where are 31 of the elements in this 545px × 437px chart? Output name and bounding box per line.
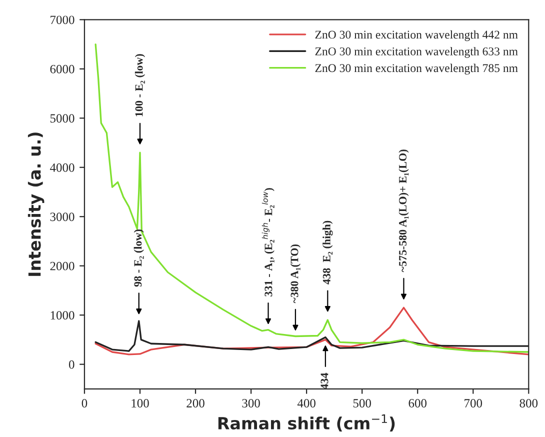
y-tick-label: 0	[68, 360, 74, 369]
annotation: 98 - E₂ (low)	[134, 230, 144, 287]
x-tick-label: 0	[82, 399, 88, 408]
legend-label: ZnO 30 min excitation wavelength 442 nm	[315, 30, 518, 42]
legend-label: ZnO 30 min excitation wavelength 633 nm	[315, 47, 518, 58]
x-tick-label: 500	[353, 399, 371, 408]
y-tick-label: 4000	[50, 163, 74, 172]
y-tick-label: 1000	[50, 311, 74, 320]
annotation: 438 E₂ (high)	[322, 220, 333, 284]
annotation: ~575-580 A₁(LO)+ E₁(LO)	[398, 150, 409, 272]
line-series	[94, 306, 529, 356]
y-tick-label: 7000	[50, 16, 74, 24]
annotation: 434	[320, 372, 328, 390]
x-tick-label: 400	[297, 399, 316, 408]
y-tick-label: 3000	[50, 212, 74, 222]
x-tick-label: 200	[186, 399, 204, 408]
x-tick-label: 100	[132, 399, 149, 408]
annotation: 100 - E₂ (low)	[134, 54, 146, 116]
y-tick-label: 2000	[50, 262, 74, 270]
annotation: ~380 A₁(TO)	[290, 244, 300, 304]
y-tick-label: 5000	[50, 114, 74, 123]
line-series	[94, 43, 529, 353]
x-tick-label: 300	[242, 399, 260, 408]
y-tick-label: 6000	[50, 64, 74, 74]
legend-label: ZnO 30 min excitation wavelength 785 nm	[315, 64, 518, 75]
x-tick-label: 600	[408, 399, 427, 408]
annotation: 331 - A₁, (E₂$^{high}$- E₂$^{low}$)	[262, 188, 274, 296]
x-tick-label: 700	[464, 399, 482, 408]
y-axis-title: Intensity (a. u.)	[28, 132, 44, 276]
x-tick-label: 800	[520, 399, 538, 408]
x-axis-title: Raman shift (cm$^{−1}$)	[218, 414, 395, 432]
